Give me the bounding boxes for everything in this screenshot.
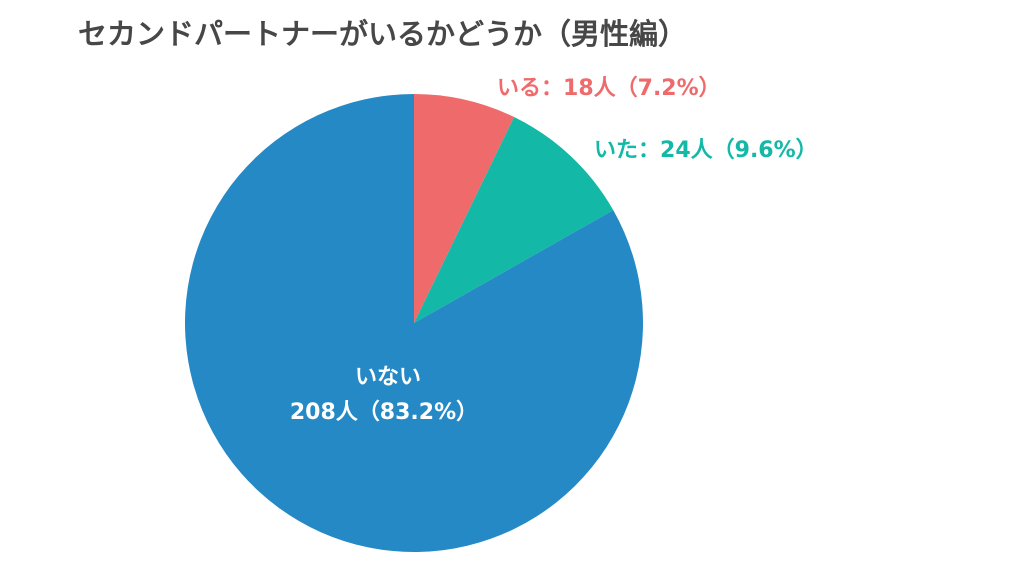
value-label: 18人（7.2%） — [563, 76, 721, 101]
label-separator: ： — [638, 138, 660, 163]
pie-slice — [414, 94, 515, 323]
slice-label: いる：18人（7.2%） — [497, 76, 721, 101]
value-label: 208人（83.2%） — [290, 400, 478, 425]
slice-label: いた：24人（9.6%） — [594, 138, 818, 163]
chart-title: セカンドパートナーがいるかどうか（男性編） — [78, 17, 687, 51]
category-label: いない — [355, 365, 421, 390]
pie-slice — [185, 94, 644, 552]
value-label: 24人（9.6%） — [660, 138, 818, 163]
category-label: いた — [594, 138, 638, 163]
label-separator: ： — [541, 76, 563, 101]
pie-slice — [414, 117, 614, 323]
category-label: いる — [497, 76, 541, 101]
